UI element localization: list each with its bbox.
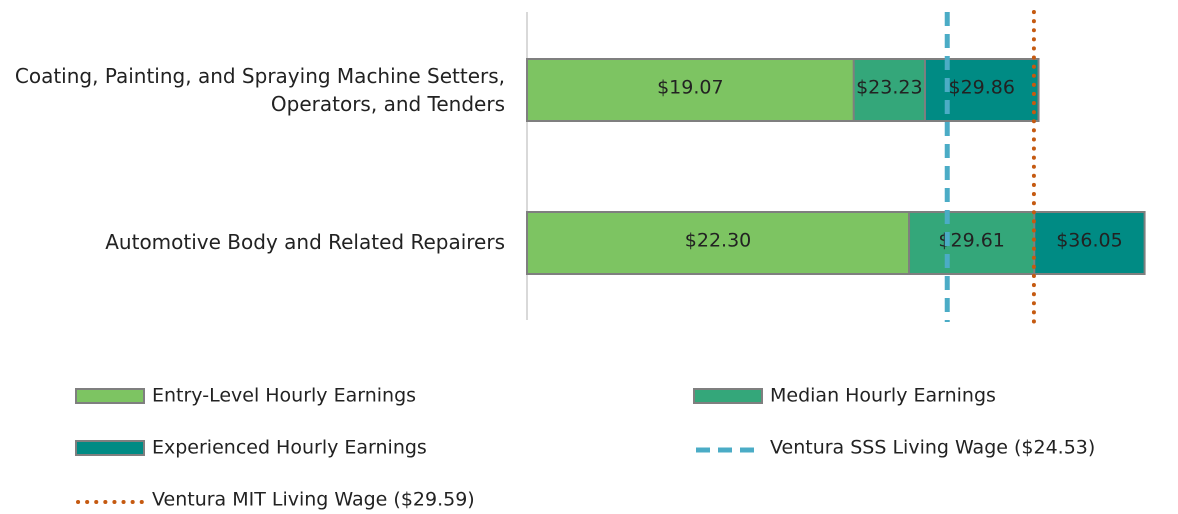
legend-label: Ventura SSS Living Wage ($24.53) [770,437,1095,459]
category-label: Coating, Painting, and Spraying Machine … [14,64,505,116]
data-label: $36.05 [1056,230,1122,252]
category-label: Automotive Body and Related Repairers [105,230,505,254]
legend-swatch [75,388,145,404]
data-label: $29.86 [949,77,1015,99]
data-label: $19.07 [657,77,723,99]
legend-label: Ventura MIT Living Wage ($29.59) [152,489,475,511]
data-label: $22.30 [685,230,751,252]
legend-label: Entry-Level Hourly Earnings [152,385,416,407]
data-label: $23.23 [856,77,922,99]
legend-label: Experienced Hourly Earnings [152,437,427,459]
bar [526,211,911,275]
legend-swatch [693,388,763,404]
bar [526,58,855,122]
legend-swatch [75,440,145,456]
legend-label: Median Hourly Earnings [770,385,996,407]
data-label: $29.61 [938,230,1004,252]
